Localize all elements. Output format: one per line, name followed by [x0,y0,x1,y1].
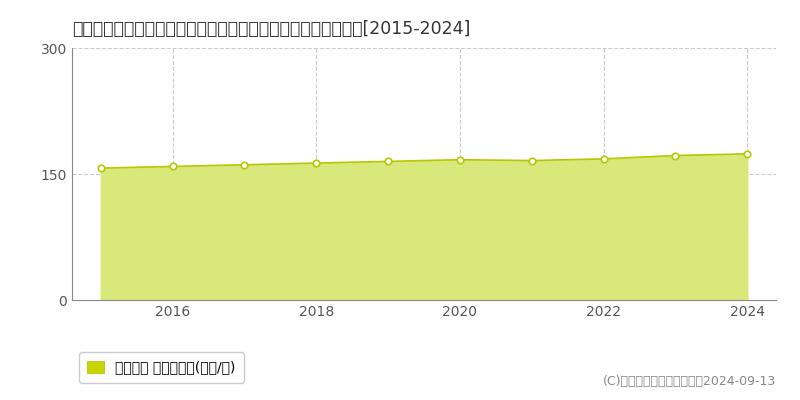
Point [238,162,251,168]
Point [94,165,107,171]
Point [741,151,754,157]
Point [526,157,538,164]
Point [597,156,610,162]
Text: 東京都杉並区久我山５丁目２８３番７外　地価公示　地価推移[2015-2024]: 東京都杉並区久我山５丁目２８３番７外 地価公示 地価推移[2015-2024] [72,20,470,38]
Point [310,160,322,166]
Point [669,152,682,159]
Point [454,156,466,163]
Text: (C)土地価格ドットコム　　2024-09-13: (C)土地価格ドットコム 2024-09-13 [602,375,776,388]
Point [166,163,179,170]
Legend: 地価公示 平均坪単価(万円/坪): 地価公示 平均坪単価(万円/坪) [79,352,244,383]
Point [382,158,394,165]
